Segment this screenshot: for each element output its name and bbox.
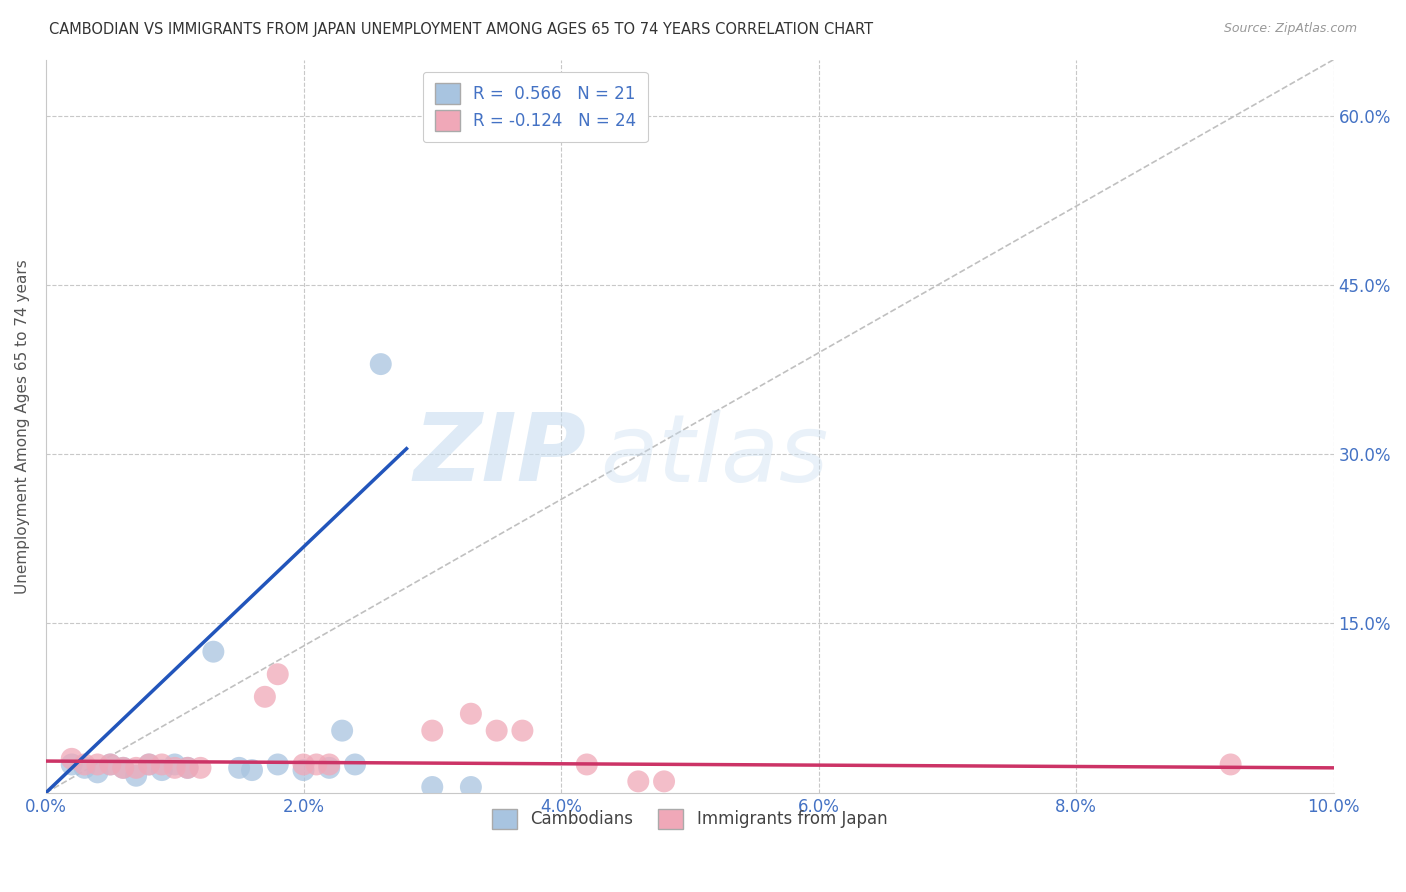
Point xyxy=(98,757,121,772)
Point xyxy=(305,757,328,772)
Text: Source: ZipAtlas.com: Source: ZipAtlas.com xyxy=(1223,22,1357,36)
Legend: Cambodians, Immigrants from Japan: Cambodians, Immigrants from Japan xyxy=(485,802,894,836)
Point xyxy=(1219,757,1241,772)
Point xyxy=(98,757,121,772)
Point xyxy=(163,761,186,775)
Point xyxy=(512,723,534,738)
Point xyxy=(575,757,598,772)
Point xyxy=(125,769,148,783)
Point xyxy=(292,763,315,777)
Point xyxy=(343,757,366,772)
Point xyxy=(138,757,160,772)
Point xyxy=(73,757,96,772)
Point xyxy=(86,757,108,772)
Point xyxy=(485,723,508,738)
Point xyxy=(460,780,482,794)
Point xyxy=(150,763,173,777)
Point xyxy=(125,761,148,775)
Point xyxy=(163,757,186,772)
Point xyxy=(420,723,443,738)
Point xyxy=(460,706,482,721)
Point xyxy=(60,757,83,772)
Point xyxy=(318,757,340,772)
Point xyxy=(112,761,135,775)
Text: ZIP: ZIP xyxy=(413,409,586,501)
Point xyxy=(240,763,263,777)
Point xyxy=(86,765,108,780)
Point xyxy=(267,667,290,681)
Point xyxy=(138,757,160,772)
Point xyxy=(176,761,198,775)
Point xyxy=(627,774,650,789)
Point xyxy=(330,723,353,738)
Point xyxy=(190,761,212,775)
Point xyxy=(73,761,96,775)
Point xyxy=(176,761,198,775)
Point xyxy=(652,774,675,789)
Text: atlas: atlas xyxy=(600,410,828,501)
Point xyxy=(253,690,276,704)
Point xyxy=(267,757,290,772)
Point xyxy=(150,757,173,772)
Point xyxy=(112,761,135,775)
Point xyxy=(228,761,250,775)
Point xyxy=(318,761,340,775)
Point xyxy=(420,780,443,794)
Y-axis label: Unemployment Among Ages 65 to 74 years: Unemployment Among Ages 65 to 74 years xyxy=(15,259,30,593)
Point xyxy=(60,752,83,766)
Text: CAMBODIAN VS IMMIGRANTS FROM JAPAN UNEMPLOYMENT AMONG AGES 65 TO 74 YEARS CORREL: CAMBODIAN VS IMMIGRANTS FROM JAPAN UNEMP… xyxy=(49,22,873,37)
Point xyxy=(370,357,392,371)
Point xyxy=(292,757,315,772)
Point xyxy=(202,645,225,659)
